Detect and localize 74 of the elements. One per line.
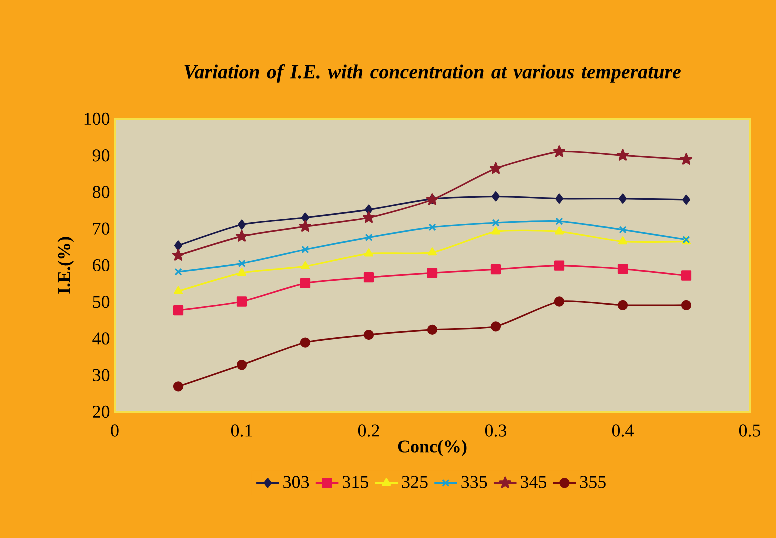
point bbox=[362, 212, 376, 224]
point bbox=[174, 240, 182, 251]
y-tick-label: 80 bbox=[92, 186, 110, 198]
point bbox=[680, 153, 693, 165]
point bbox=[553, 146, 566, 158]
point bbox=[490, 322, 502, 332]
point bbox=[238, 260, 246, 268]
legend-label: 303 bbox=[284, 476, 310, 488]
point bbox=[428, 224, 436, 232]
point bbox=[554, 260, 565, 271]
point bbox=[428, 248, 437, 256]
legend-label: 325 bbox=[402, 476, 428, 488]
point bbox=[681, 300, 692, 310]
y-tick-label: 30 bbox=[93, 369, 110, 382]
y-tick-label: 60 bbox=[93, 259, 110, 272]
point bbox=[492, 219, 500, 227]
legend-label: 345 bbox=[521, 476, 547, 488]
point bbox=[364, 272, 374, 283]
x-tick-label: 0.2 bbox=[358, 424, 380, 437]
y-tick-label: 100 bbox=[84, 112, 110, 126]
point bbox=[365, 234, 373, 242]
y-tick-label: 20 bbox=[93, 406, 110, 418]
point bbox=[618, 300, 628, 310]
y-tick-label: 50 bbox=[93, 296, 110, 308]
point bbox=[554, 296, 565, 307]
point bbox=[364, 248, 374, 257]
x-tick-label: 0.1 bbox=[231, 424, 252, 437]
point bbox=[173, 305, 184, 316]
point bbox=[492, 192, 500, 202]
point bbox=[555, 226, 564, 235]
point bbox=[556, 194, 564, 204]
point bbox=[427, 324, 438, 336]
y-tick-label: 70 bbox=[93, 222, 110, 235]
point bbox=[236, 296, 248, 307]
y-tick-label: 40 bbox=[92, 332, 110, 345]
point bbox=[301, 262, 310, 270]
point bbox=[364, 330, 374, 340]
point bbox=[490, 264, 502, 275]
x-tick-label: 0.3 bbox=[485, 424, 507, 437]
y-tick-label: 90 bbox=[92, 150, 110, 162]
point bbox=[236, 230, 248, 242]
point bbox=[300, 278, 311, 289]
x-tick-label: 0.4 bbox=[612, 424, 634, 437]
point bbox=[681, 270, 692, 281]
point bbox=[618, 236, 628, 245]
point bbox=[174, 286, 183, 294]
point bbox=[619, 226, 627, 234]
point bbox=[618, 264, 628, 274]
point bbox=[238, 220, 246, 230]
point bbox=[556, 218, 564, 226]
point bbox=[173, 382, 184, 392]
x-axis-title: Conc(%) bbox=[398, 440, 467, 456]
legend-label: 355 bbox=[580, 476, 606, 488]
point bbox=[300, 338, 311, 348]
point bbox=[426, 194, 439, 206]
point bbox=[299, 220, 312, 232]
x-tick-label: 0.5 bbox=[739, 424, 761, 437]
legend-label: 315 bbox=[342, 476, 368, 488]
point bbox=[236, 360, 248, 370]
point bbox=[616, 149, 630, 161]
y-axis-title: I.E.(%) bbox=[58, 237, 74, 294]
point bbox=[618, 194, 627, 204]
legend-label: 335 bbox=[462, 476, 488, 488]
x-tick-label: 0 bbox=[111, 424, 119, 437]
point bbox=[682, 194, 690, 206]
point bbox=[238, 268, 246, 276]
chart-title: Variation of I.E. with concentration at various temperature bbox=[184, 64, 681, 83]
point bbox=[174, 268, 182, 276]
point bbox=[302, 246, 310, 254]
point bbox=[302, 212, 310, 223]
point bbox=[172, 249, 185, 261]
point bbox=[490, 162, 502, 174]
point bbox=[427, 268, 438, 278]
point bbox=[492, 226, 500, 235]
